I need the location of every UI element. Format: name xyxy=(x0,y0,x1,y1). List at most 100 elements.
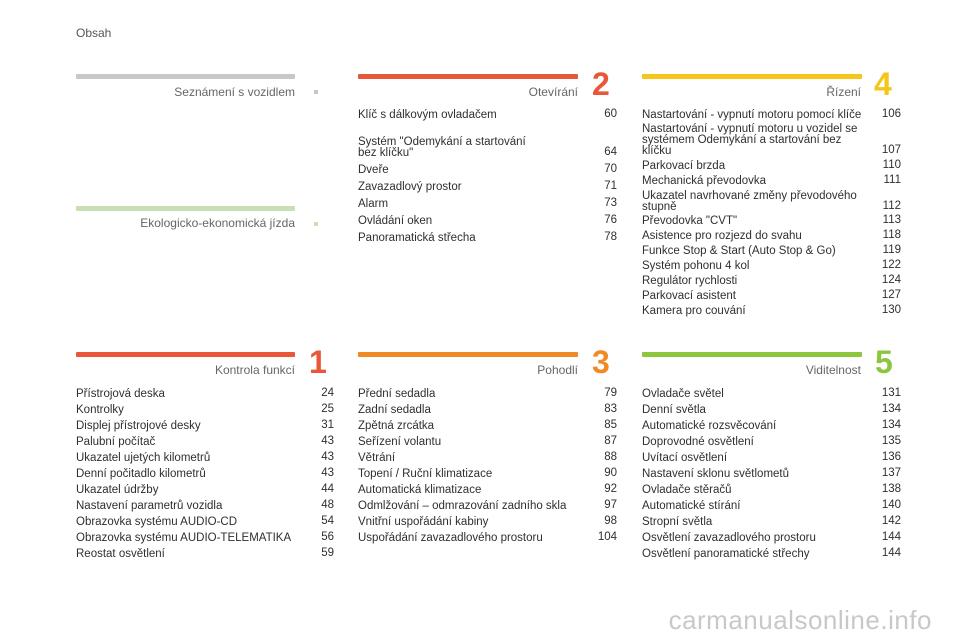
toc-entry[interactable]: Reostat osvětlení 59 xyxy=(76,547,334,560)
toc-entry[interactable]: Osvětlení zavazadlového prostoru 144 xyxy=(642,531,901,544)
toc-entry[interactable]: Denní počitadlo kilometrů 43 xyxy=(76,467,334,480)
page-title: Obsah xyxy=(76,26,112,40)
toc-entry[interactable]: Systém pohonu 4 kol 122 xyxy=(642,259,901,272)
toc-entry[interactable]: Denní světla 134 xyxy=(642,403,901,416)
section-bar-pohodli xyxy=(358,352,578,357)
toc-entry[interactable]: Klíč s dálkovým ovladačem 60 xyxy=(358,108,617,121)
toc-entry[interactable]: Displej přístrojové desky 31 xyxy=(76,419,334,432)
toc-entry-title: Ukazatel ujetých kilometrů xyxy=(76,452,211,464)
toc-entry[interactable]: Odmlžování – odmrazování zadního skla 97 xyxy=(358,499,617,512)
toc-entry[interactable]: Parkovací brzda 110 xyxy=(642,159,901,172)
toc-entry[interactable]: Automatické stírání 140 xyxy=(642,499,901,512)
toc-entry[interactable]: Doprovodné osvětlení 135 xyxy=(642,435,901,448)
toc-entry-page: 88 xyxy=(604,451,617,463)
toc-entry[interactable]: Nastavení sklonu světlometů 137 xyxy=(642,467,901,480)
toc-entry[interactable]: Mechanická převodovka 111 xyxy=(642,174,901,187)
toc-entry[interactable]: Ukazatel ujetých kilometrů 43 xyxy=(76,451,334,464)
toc-entry-page: 79 xyxy=(604,387,617,399)
toc-entry[interactable]: Dveře 70 xyxy=(358,163,617,176)
toc-entry-page: 59 xyxy=(321,547,334,559)
toc-entry-page: 78 xyxy=(604,231,617,243)
toc-entry[interactable]: Parkovací asistent 127 xyxy=(642,289,901,302)
toc-entry[interactable]: Uvítací osvětlení 136 xyxy=(642,451,901,464)
toc-entry[interactable]: Přední sedadla 79 xyxy=(358,387,617,400)
toc-entry-title: Ukazatel údržby xyxy=(76,484,159,496)
toc-entry[interactable]: Topení / Ruční klimatizace 90 xyxy=(358,467,617,480)
toc-entry[interactable]: Ovládání oken 76 xyxy=(358,214,617,227)
toc-entry-page: 130 xyxy=(881,304,901,316)
toc-entry[interactable]: Nastartování - vypnutí motoru pomocí klí… xyxy=(642,108,901,121)
toc-entry[interactable]: Automatická klimatizace 92 xyxy=(358,483,617,496)
toc-entry-page: 71 xyxy=(604,180,617,192)
section-title-viditelnost[interactable]: Viditelnost xyxy=(805,363,861,377)
toc-entry-title: Uspořádání zavazadlového prostoru xyxy=(358,532,543,544)
toc-entry-title: Ovládání oken xyxy=(358,215,433,227)
toc-entry[interactable]: Uspořádání zavazadlového prostoru 104 xyxy=(358,531,617,544)
toc-entry-page: 134 xyxy=(881,419,901,431)
toc-entry[interactable]: Zadní sedadla 83 xyxy=(358,403,617,416)
toc-entry[interactable]: Obrazovka systému AUDIO-TELEMATIKA 56 xyxy=(76,531,334,544)
toc-entry[interactable]: Alarm 73 xyxy=(358,197,617,210)
toc-entry-title: Palubní počítač xyxy=(76,436,156,448)
toc-entry-page: 142 xyxy=(881,515,901,527)
toc-entry-title: Nastavení parametrů vozidla xyxy=(76,500,223,512)
toc-entry-title: Zadní sedadla xyxy=(358,404,431,416)
toc-entry-page: 107 xyxy=(881,144,901,156)
section-number-rizeni: 4 xyxy=(874,66,892,102)
toc-entry-page: 73 xyxy=(604,197,617,209)
toc-entry[interactable]: Panoramatická střecha 78 xyxy=(358,231,617,244)
toc-entry-page: 140 xyxy=(881,499,901,511)
toc-entry-page: 118 xyxy=(882,229,901,241)
section-title-kontrola[interactable]: Kontrola funkcí xyxy=(214,363,295,377)
toc-entry-page: 138 xyxy=(881,483,901,495)
toc-entry[interactable]: Ukazatel navrhované změny převodového st… xyxy=(642,190,901,213)
toc-entry-page: 85 xyxy=(604,419,617,431)
toc-entry[interactable]: Přístrojová deska 24 xyxy=(76,387,334,400)
toc-entry-title: Automatické stírání xyxy=(642,500,741,512)
toc-entry[interactable]: Kamera pro couvání 130 xyxy=(642,304,901,317)
toc-entry[interactable]: bez klíčku" 64 xyxy=(358,146,617,159)
toc-entry-title: Ovladače stěračů xyxy=(642,484,732,496)
toc-entry-page: 64 xyxy=(604,146,617,158)
toc-entry-page: 106 xyxy=(881,108,901,120)
section-title-otevirani[interactable]: Otevírání xyxy=(528,85,578,99)
section-title-seznameni[interactable]: Seznámení s vozidlem xyxy=(174,85,295,99)
section-title-ekologicko[interactable]: Ekologicko-ekonomická jízda xyxy=(140,216,295,230)
section-title-rizeni[interactable]: Řízení xyxy=(826,85,861,99)
toc-entry[interactable]: Systém "Odemykání a startování xyxy=(358,136,617,148)
toc-entry-title: Nastartování - vypnutí motoru u vozidel … xyxy=(642,123,858,157)
toc-entry[interactable]: Větrání 88 xyxy=(358,451,617,464)
toc-entry[interactable]: Palubní počítač 43 xyxy=(76,435,334,448)
toc-entry[interactable]: Automatické rozsvěcování 134 xyxy=(642,419,901,432)
toc-entry-title: Obrazovka systému AUDIO-TELEMATIKA xyxy=(76,532,292,544)
toc-entry-title: Stropní světla xyxy=(642,516,713,528)
section-title-pohodli[interactable]: Pohodlí xyxy=(537,363,578,377)
toc-entry[interactable]: Osvětlení panoramatické střechy 144 xyxy=(642,547,901,560)
toc-entry-title: Parkovací asistent xyxy=(642,290,736,302)
toc-entry[interactable]: Zavazadlový prostor 71 xyxy=(358,180,617,193)
toc-entry-title: Automatické rozsvěcování xyxy=(642,420,777,432)
toc-entry[interactable]: Nastartování - vypnutí motoru u vozidel … xyxy=(642,123,901,157)
toc-entry[interactable]: Převodovka "CVT" 113 xyxy=(642,214,901,227)
toc-entry-title: Regulátor rychlosti xyxy=(642,275,738,287)
toc-entry[interactable]: Nastavení parametrů vozidla 48 xyxy=(76,499,334,512)
toc-entry[interactable]: Stropní světla 142 xyxy=(642,515,901,528)
toc-entry[interactable]: Zpětná zrcátka 85 xyxy=(358,419,617,432)
toc-entry[interactable]: Ovladače světel 131 xyxy=(642,387,901,400)
toc-entry[interactable]: Obrazovka systému AUDIO-CD 54 xyxy=(76,515,334,528)
toc-entry[interactable]: Kontrolky 25 xyxy=(76,403,334,416)
toc-entry[interactable]: Asistence pro rozjezd do svahu 118 xyxy=(642,229,901,242)
toc-entry[interactable]: Regulátor rychlosti 124 xyxy=(642,274,901,287)
toc-entry[interactable]: Vnitřní uspořádání kabiny 98 xyxy=(358,515,617,528)
toc-entry[interactable]: Ovladače stěračů 138 xyxy=(642,483,901,496)
toc-entry-title: Přístrojová deska xyxy=(76,388,165,400)
toc-entry-page: 127 xyxy=(881,289,901,301)
toc-entry-title: Doprovodné osvětlení xyxy=(642,436,754,448)
toc-entry-title: Osvětlení panoramatické střechy xyxy=(642,548,810,560)
toc-entry-title: Zavazadlový prostor xyxy=(358,181,462,193)
toc-entry[interactable]: Seřízení volantu 87 xyxy=(358,435,617,448)
toc-entry[interactable]: Ukazatel údržby 44 xyxy=(76,483,334,496)
toc-entry-page: 56 xyxy=(321,531,334,543)
toc-entry-page: 112 xyxy=(882,200,901,212)
toc-entry[interactable]: Funkce Stop & Start (Auto Stop & Go) 119 xyxy=(642,244,901,257)
